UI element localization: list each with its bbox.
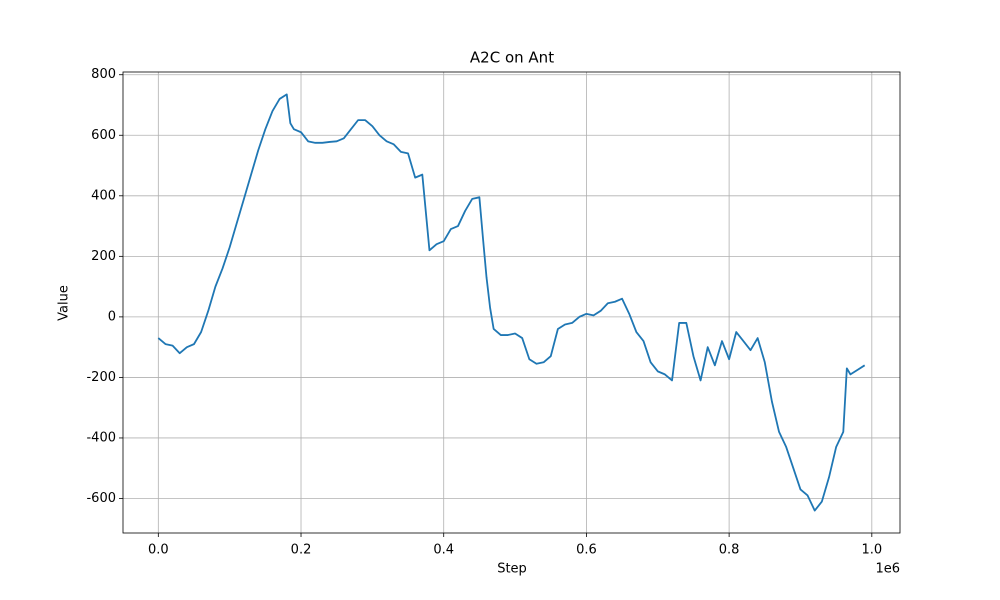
chart-title: A2C on Ant <box>470 49 554 67</box>
y-tick-label: -600 <box>86 491 116 506</box>
x-tick-label: 0.2 <box>291 543 312 558</box>
x-tick-label: 0.4 <box>433 543 454 558</box>
y-tick-label: 600 <box>91 128 116 143</box>
x-tick-label: 0.8 <box>719 543 740 558</box>
x-tick-label: 0.6 <box>576 543 597 558</box>
y-tick-label: -200 <box>86 370 116 385</box>
x-axis-label: Step <box>497 562 527 577</box>
x-tick-label: 1.0 <box>861 543 882 558</box>
y-tick-label: 0 <box>108 309 116 324</box>
y-tick-label: 200 <box>91 249 116 264</box>
y-tick-label: -400 <box>86 430 116 445</box>
y-tick-label: 400 <box>91 188 116 203</box>
data-line <box>157 93 866 512</box>
plot-frame <box>122 71 901 534</box>
y-axis-label: Value <box>57 285 72 321</box>
x-offset-label: 1e6 <box>875 562 900 577</box>
y-tick-label: 800 <box>91 67 116 82</box>
x-tick-label: 0.0 <box>148 543 169 558</box>
